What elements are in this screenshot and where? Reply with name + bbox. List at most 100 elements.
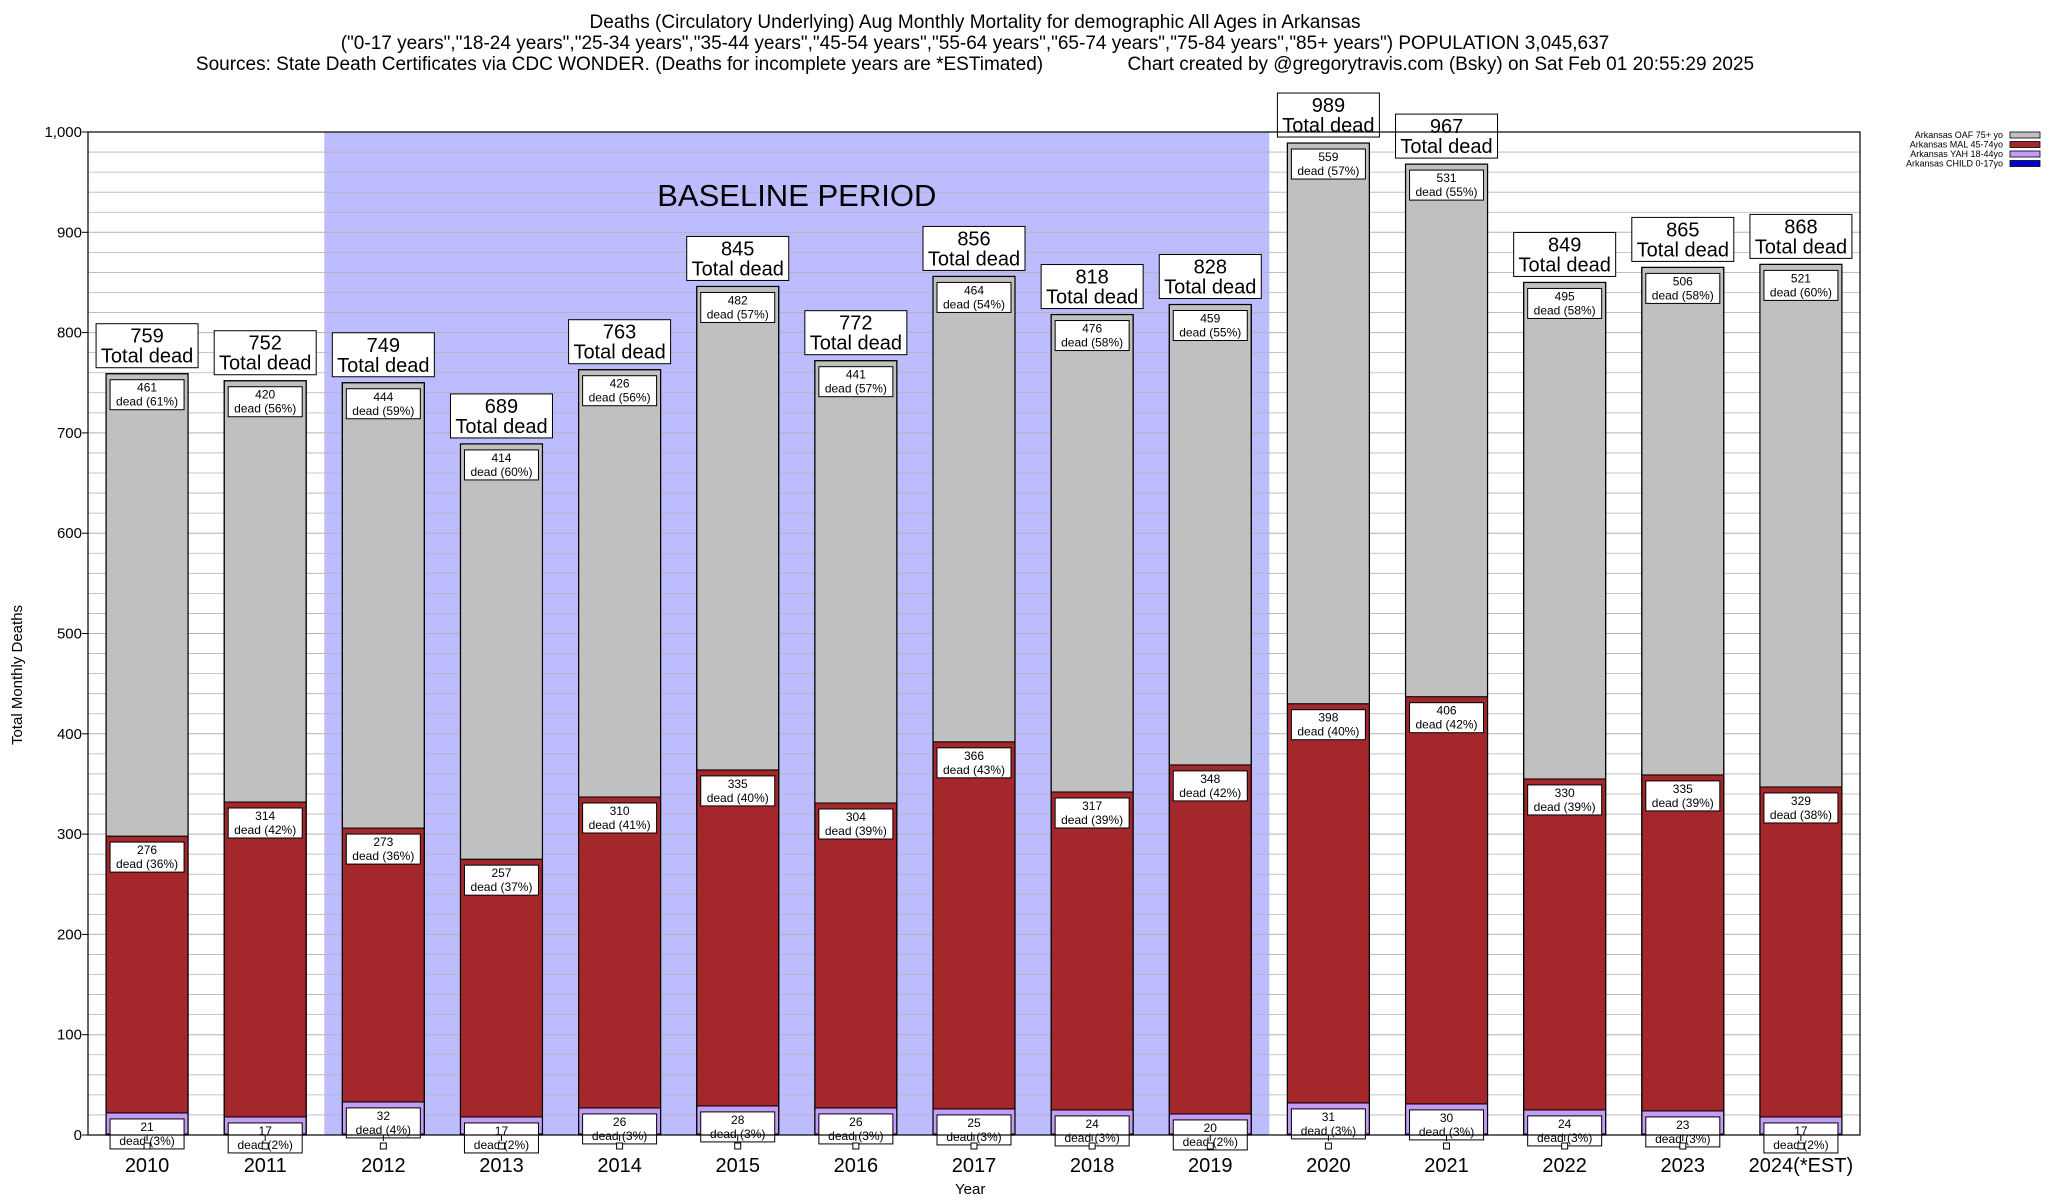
legend-entry-label: Arkansas OAF 75+ yo [1915, 130, 2003, 140]
segment-label-box [1290, 1108, 1366, 1140]
x-tick-label: 2015 [715, 1155, 760, 1177]
total-dead-label: Total dead [219, 353, 311, 375]
total-value-label: 967 [1430, 116, 1463, 138]
segment-label-box [345, 833, 421, 865]
segment-percent-label: dead (54%) [943, 297, 1005, 311]
child-marker [1324, 1142, 1332, 1150]
segment-value-label: 459 [1200, 312, 1220, 326]
x-tick-label: 2019 [1188, 1155, 1233, 1177]
child-marker [970, 1142, 978, 1150]
bar-segment [932, 741, 1016, 1110]
segment-value-label: 23 [1676, 1118, 1690, 1132]
segment-percent-label: dead (60%) [1770, 285, 1832, 299]
segment-value-label: 495 [1555, 289, 1575, 303]
segment-label-box [818, 366, 894, 398]
legend-entry-label: Arkansas YAH 18-44yo [1910, 149, 2003, 159]
x-tick-label: 2016 [834, 1155, 879, 1177]
segment-percent-label: dead (58%) [1061, 336, 1123, 350]
segment-value-label: 310 [610, 804, 630, 818]
segment-percent-label: dead (2%) [1183, 1135, 1238, 1149]
total-value-label: 989 [1312, 95, 1345, 117]
legend-entry-label: Arkansas MAL 45-74yo [1910, 140, 2003, 150]
segment-percent-label: dead (40%) [707, 791, 769, 805]
total-dead-label: Total dead [810, 333, 902, 355]
segment-label-box [1527, 784, 1603, 816]
total-value-label: 818 [1075, 267, 1108, 289]
segment-label-box [700, 775, 776, 807]
segment-percent-label: dead (57%) [1297, 164, 1359, 178]
segment-label-box [1645, 1116, 1721, 1148]
bar-segment [578, 369, 662, 798]
bar-segment [223, 380, 307, 803]
child-marker [1679, 1142, 1687, 1150]
total-label-box [1395, 113, 1499, 159]
child-marker [379, 1142, 387, 1150]
segment-label-box [1527, 287, 1603, 319]
segment-percent-label: dead (39%) [1652, 796, 1714, 810]
total-value-label: 828 [1194, 257, 1227, 279]
total-dead-label: Total dead [1282, 115, 1374, 137]
segment-value-label: 25 [967, 1116, 981, 1130]
segment-value-label: 461 [137, 381, 157, 395]
child-marker [1797, 1142, 1805, 1150]
total-dead-label: Total dead [101, 346, 193, 368]
segment-value-label: 335 [1673, 782, 1693, 796]
segment-value-label: 476 [1082, 322, 1102, 336]
total-dead-label: Total dead [455, 416, 547, 438]
segment-percent-label: dead (55%) [1416, 185, 1478, 199]
total-label-box [449, 393, 553, 439]
total-dead-label: Total dead [1519, 254, 1611, 276]
segment-percent-label: dead (42%) [234, 823, 296, 837]
segment-percent-label: dead (39%) [1534, 800, 1596, 814]
child-marker [734, 1142, 742, 1150]
segment-percent-label: dead (56%) [234, 402, 296, 416]
segment-label-box [227, 807, 303, 839]
legend-entry-label: Arkansas CHILD 0-17yo [1906, 159, 2003, 169]
total-dead-label: Total dead [928, 248, 1020, 270]
segment-value-label: 273 [373, 835, 393, 849]
x-tick-label: 2023 [1661, 1155, 1706, 1177]
segment-value-label: 414 [491, 451, 511, 465]
segment-label-box [1409, 169, 1485, 201]
total-dead-label: Total dead [337, 355, 429, 377]
bar-segment [1405, 163, 1489, 698]
segment-value-label: 30 [1440, 1111, 1454, 1125]
segment-label-box [1172, 310, 1248, 342]
bar-segment [1168, 764, 1252, 1115]
segment-percent-label: dead (42%) [1179, 786, 1241, 800]
bar-segment [105, 835, 189, 1114]
total-dead-label: Total dead [1637, 239, 1729, 261]
segment-label-box [700, 291, 776, 323]
segment-label-box [1645, 780, 1721, 812]
segment-label-box [109, 841, 185, 873]
total-label-box [568, 319, 672, 365]
bar-segment [1523, 778, 1607, 1111]
y-tick-label: 0 [74, 1127, 82, 1144]
segment-value-label: 464 [964, 283, 984, 297]
segment-value-label: 330 [1555, 786, 1575, 800]
segment-label-box [1763, 792, 1839, 824]
x-tick-label: 2024(*EST) [1749, 1155, 1854, 1177]
segment-value-label: 335 [728, 777, 748, 791]
segment-value-label: 32 [377, 1109, 391, 1123]
bar-segment [932, 275, 1016, 743]
segment-value-label: 28 [731, 1113, 745, 1127]
y-tick-label: 300 [57, 826, 82, 843]
bar-segment [1759, 263, 1843, 788]
y-tick-label: 900 [57, 224, 82, 241]
segment-label-box [1054, 797, 1130, 829]
segment-label-box [1290, 709, 1366, 741]
bar-segment [696, 285, 780, 771]
segment-label-box [109, 379, 185, 411]
bar-segment [696, 769, 780, 1107]
total-value-label: 856 [957, 228, 990, 250]
segment-value-label: 24 [1558, 1117, 1572, 1131]
bar-segment [341, 382, 425, 829]
bar-segment [459, 858, 543, 1118]
y-tick-label: 600 [57, 525, 82, 542]
child-marker [261, 1142, 269, 1150]
y-tick-label: 200 [57, 926, 82, 943]
segment-label-box [227, 386, 303, 418]
chart-title: Deaths (Circulatory Underlying) Aug Mont… [589, 12, 1361, 33]
